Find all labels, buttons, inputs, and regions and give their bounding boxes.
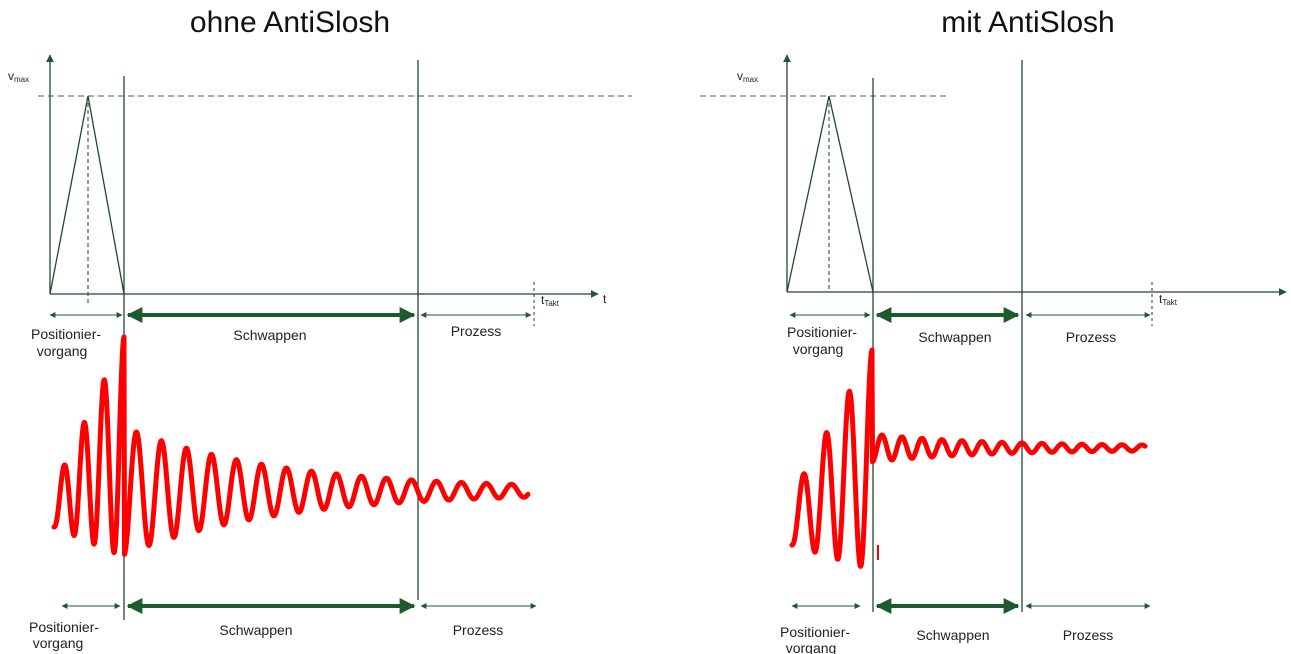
t-axis-label: t [603,292,607,306]
slosh-wave-without-antislosh [51,334,531,557]
slosh-wave-with-antislosh [789,347,1148,569]
label-process-bottom: Prozess [453,622,504,638]
label-positioning-top-1: Positionier- [787,324,857,340]
velocity-profile [49,95,125,295]
label-positioning-bottom-1: Positionier- [780,624,850,640]
panel-title: mit AntiSlosh [941,6,1114,39]
takt-label: tTakt [1159,292,1178,307]
label-sloshing-top: Schwappen [918,329,991,345]
label-positioning-bottom-2: vorgang [786,640,837,654]
velocity-profile [786,95,874,293]
label-sloshing-top: Schwappen [233,327,306,343]
takt-label: tTakt [541,293,560,308]
panel-mit-antislosh: mit AntiSlosh vmax tTakt Positionier- vo… [700,6,1287,654]
label-positioning-top-2: vorgang [793,341,844,357]
label-process-top: Prozess [451,323,502,339]
label-positioning-bottom-2: vorgang [33,635,84,651]
label-positioning-top-1: Positionier- [31,326,101,342]
label-positioning-top-2: vorgang [37,343,88,359]
label-sloshing-bottom: Schwappen [916,627,989,643]
panel-ohne-antislosh: ohne AntiSlosh vmax t tTakt Positionier-… [8,6,632,651]
label-positioning-bottom-1: Positionier- [29,619,99,635]
vmax-label: vmax [737,69,758,84]
label-process-top: Prozess [1066,329,1117,345]
vmax-label: vmax [8,69,29,84]
panel-title: ohne AntiSlosh [190,6,390,39]
label-sloshing-bottom: Schwappen [219,622,292,638]
label-process-bottom: Prozess [1063,627,1114,643]
